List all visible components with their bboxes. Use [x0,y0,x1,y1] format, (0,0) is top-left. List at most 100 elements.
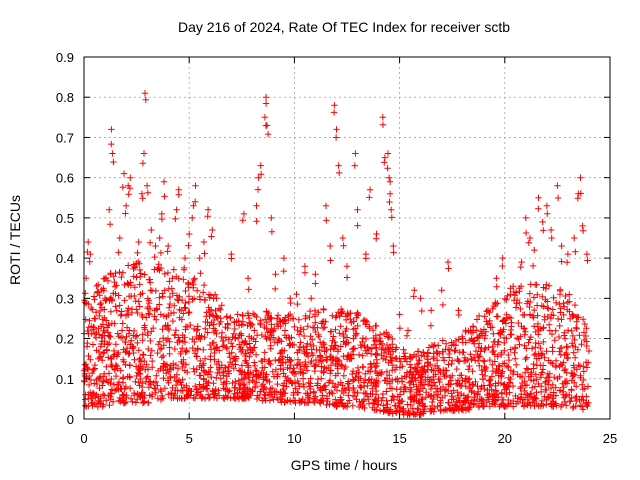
data-point [272,366,280,373]
data-point [176,293,183,300]
data-point [129,398,136,405]
data-point [366,194,373,201]
data-point [177,348,185,356]
data-point [485,344,492,351]
data-point [108,386,116,393]
data-point [430,343,437,350]
data-point [301,263,309,270]
data-point [452,337,460,344]
data-point [474,391,481,399]
data-point [557,360,564,368]
data-point [294,356,302,363]
data-point [579,316,587,323]
data-point [200,367,207,374]
data-point [255,174,262,181]
data-point [459,335,466,342]
data-point [253,313,260,321]
data-point [115,333,123,340]
data-point [577,190,584,197]
data-point [211,291,219,298]
data-point [339,234,346,242]
data-point [111,365,118,373]
data-point [526,290,533,297]
data-point [178,381,185,389]
data-point [245,364,252,371]
data-point [329,380,337,387]
data-point [560,394,568,401]
data-point [372,344,379,351]
data-point [87,250,94,258]
data-point [178,316,185,323]
data-point [568,386,575,393]
data-point [262,100,270,107]
data-point [281,389,288,397]
data-point [511,292,519,299]
data-point [486,320,493,327]
data-point [459,348,466,356]
data-point [352,374,359,381]
data-point [118,327,126,334]
data-point [323,346,330,354]
data-point [103,363,110,370]
data-point [119,334,127,341]
data-point [201,333,208,341]
data-point [316,352,324,359]
data-point [120,391,128,398]
data-point [490,330,497,337]
data-point [148,328,155,335]
data-point [424,350,431,357]
data-point [474,351,481,359]
data-point [289,369,296,376]
data-point [543,396,550,403]
data-point [582,332,589,340]
data-point [556,348,563,355]
data-point [261,349,268,356]
data-point [570,364,578,371]
data-point [108,140,115,148]
data-point [138,190,146,197]
data-point [571,379,578,386]
data-point [315,309,322,316]
data-point [384,401,391,408]
data-point [97,299,105,307]
data-point [547,315,555,322]
data-point [350,326,357,333]
data-point [505,374,512,381]
data-point [380,408,387,415]
data-point [569,404,577,412]
data-point [406,388,414,395]
data-point [274,396,282,403]
data-point [551,374,558,381]
data-point [366,368,374,376]
data-point [160,178,168,185]
data-point [410,351,418,358]
data-point [327,346,334,353]
data-point [213,345,220,352]
data-point [517,305,524,313]
data-point [122,202,130,209]
data-point [502,320,510,327]
data-point [484,307,492,314]
data-point [121,297,128,304]
data-point [493,283,500,290]
data-point [403,358,411,365]
data-point [346,397,353,404]
data-point [294,377,301,385]
data-point [131,284,139,291]
data-point [366,325,373,332]
data-point [370,341,378,348]
data-point [385,174,393,181]
data-point [112,341,120,348]
data-point [123,344,131,352]
data-point [168,285,175,292]
data-point [106,339,113,347]
data-point [145,310,152,317]
data-point [558,242,565,250]
data-point [355,351,363,358]
data-point [130,344,137,351]
data-point [550,294,557,301]
data-point [151,313,158,320]
data-point [468,388,475,396]
data-point [170,266,177,273]
data-point [318,397,325,404]
